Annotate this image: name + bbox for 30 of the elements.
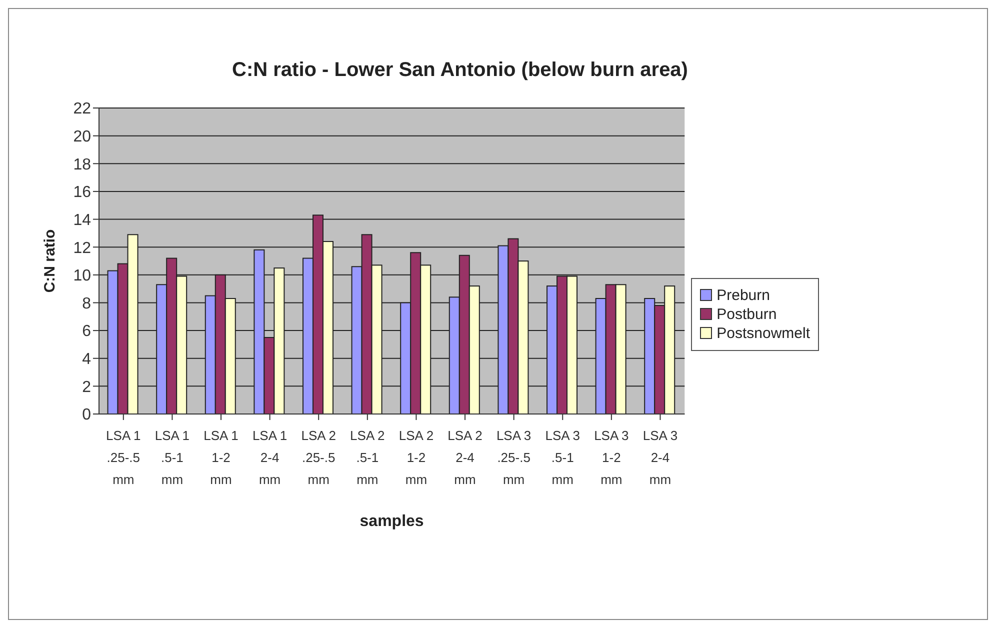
- x-tick-label: LSA 2 2-4 mm: [448, 428, 482, 487]
- y-tick-label: 16: [73, 184, 92, 202]
- y-axis-title: C:N ratio: [41, 229, 58, 293]
- y-tick-label: 14: [73, 212, 92, 229]
- legend-label: Postsnowmelt: [716, 324, 810, 342]
- y-tick-label: 10: [73, 268, 92, 285]
- x-tick-label: LSA 2 1-2 mm: [398, 428, 434, 487]
- chart-title: C:N ratio - Lower San Antonio (below burn area): [231, 59, 689, 82]
- y-tick-label: 22: [73, 100, 92, 118]
- y-tick-label: 4: [82, 351, 92, 368]
- x-tick-label: LSA 3 2-4 mm: [642, 428, 678, 487]
- x-tick-label: LSA 1 1-2 mm: [204, 428, 238, 487]
- x-tick-label: LSA 1 .25-.5 mm: [106, 428, 141, 487]
- x-tick-label: LSA 3 .5-1 mm: [545, 428, 580, 487]
- x-axis-title: samples: [360, 513, 424, 530]
- y-tick-label: 20: [73, 128, 92, 146]
- legend-label: Preburn: [716, 286, 770, 304]
- x-tick-label: LSA 1 .5-1 mm: [154, 428, 190, 487]
- x-tick-label: LSA 2 .25-.5 mm: [301, 428, 336, 487]
- legend-label: Postburn: [716, 306, 777, 322]
- x-tick-label: LSA 1 2-4 mm: [252, 428, 288, 487]
- y-tick-label: 8: [82, 295, 92, 312]
- y-tick-label: 0: [82, 406, 92, 424]
- x-tick-label: LSA 3 1-2 mm: [594, 428, 629, 487]
- x-tick-label: LSA 2 .5-1 mm: [350, 428, 385, 487]
- y-tick-label: 2: [82, 378, 92, 396]
- x-tick-label: LSA 3 .25-.5 mm: [496, 428, 532, 487]
- y-tick-label: 18: [73, 156, 92, 174]
- y-tick-label: 12: [73, 240, 92, 257]
- y-tick-label: 6: [82, 323, 92, 340]
